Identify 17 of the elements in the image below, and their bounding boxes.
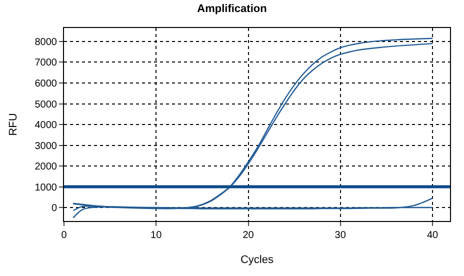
- x-tick-label: 0: [61, 230, 68, 241]
- y-axis-title: RFU: [7, 113, 20, 136]
- chart-title: Amplification: [197, 2, 268, 15]
- x-tick-label: 10: [150, 230, 162, 241]
- x-axis-title: Cycles: [240, 254, 274, 266]
- x-tick-label: 40: [426, 230, 438, 241]
- y-tick-label: 2000: [34, 162, 58, 173]
- y-tick-label: 5000: [34, 99, 58, 110]
- y-tick-label: 0: [51, 203, 58, 214]
- y-tick-label: 4000: [34, 120, 58, 131]
- x-tick-label: 20: [242, 230, 254, 241]
- y-tick-label: 3000: [34, 140, 58, 152]
- y-tick-label: 6000: [34, 78, 58, 90]
- y-tick-label: 1000: [34, 182, 58, 194]
- x-tick-label: 30: [334, 230, 346, 241]
- y-tick-label: 7000: [34, 58, 58, 69]
- y-tick-label: 8000: [34, 36, 58, 48]
